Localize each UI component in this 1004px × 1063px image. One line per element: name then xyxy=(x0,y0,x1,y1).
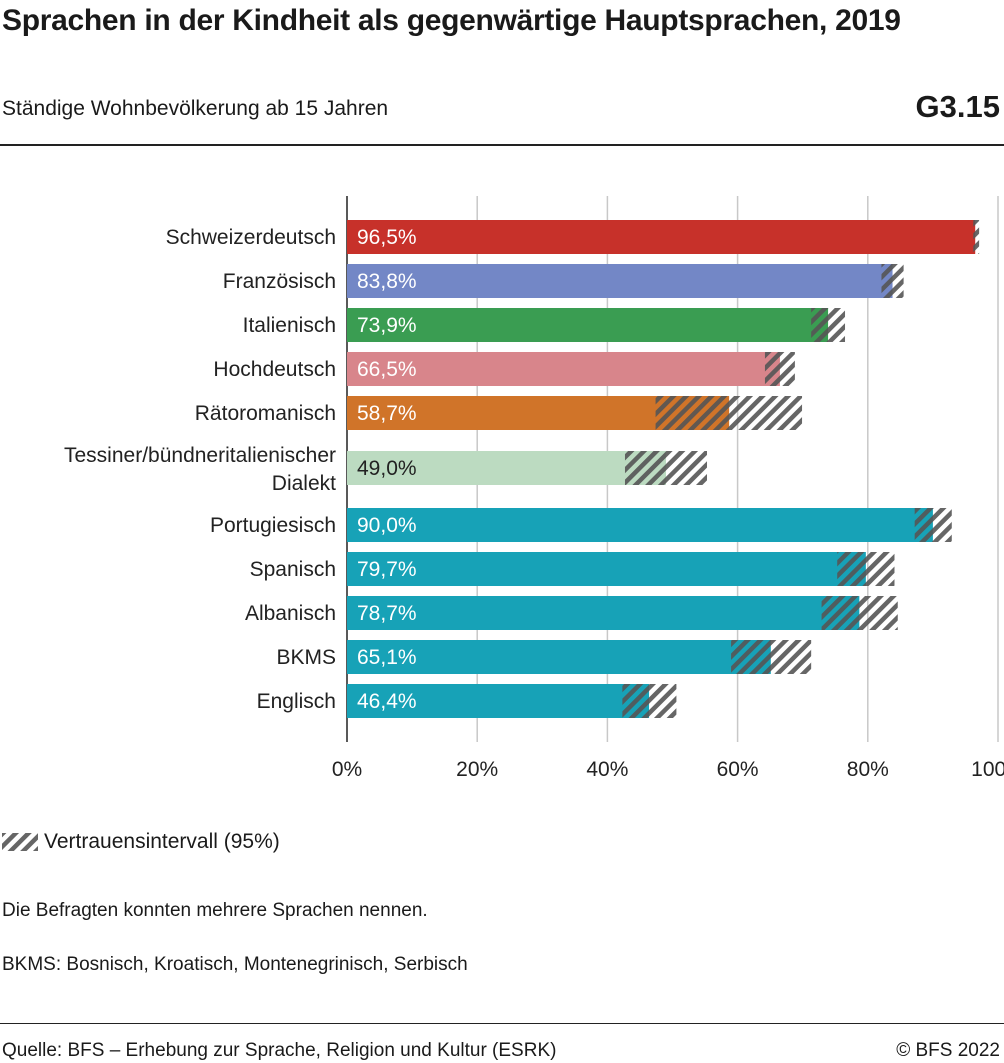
bar-value-label: 96,5% xyxy=(357,226,417,249)
bar-value-label: 90,0% xyxy=(357,514,417,537)
category-label: BKMS xyxy=(276,646,336,669)
bar xyxy=(347,508,933,542)
category-label: Schweizerdeutsch xyxy=(166,226,336,249)
bar-value-label: 83,8% xyxy=(357,270,417,293)
x-tick-label: 40% xyxy=(586,758,628,781)
bar-value-label: 65,1% xyxy=(357,646,417,669)
legend: Vertrauensintervall (95%) xyxy=(2,830,280,854)
note-bkms: BKMS: Bosnisch, Kroatisch, Montenegrinis… xyxy=(2,954,468,975)
confidence-interval xyxy=(914,508,952,542)
confidence-interval xyxy=(973,220,980,254)
category-label: Englisch xyxy=(257,690,336,713)
confidence-interval xyxy=(881,264,904,298)
x-tick-label: 20% xyxy=(456,758,498,781)
confidence-interval xyxy=(624,451,708,485)
x-tick-label: 60% xyxy=(717,758,759,781)
bar xyxy=(347,451,666,485)
bar-value-label: 73,9% xyxy=(357,314,417,337)
bar-value-label: 66,5% xyxy=(357,358,417,381)
chart-title: Sprachen in der Kindheit als gegenwärtig… xyxy=(2,4,901,37)
bar-value-label: 49,0% xyxy=(357,457,417,480)
category-label: Portugiesisch xyxy=(210,514,336,537)
category-label: Albanisch xyxy=(245,602,336,625)
chart-id: G3.15 xyxy=(915,89,1000,124)
confidence-interval xyxy=(821,596,898,630)
confidence-interval xyxy=(764,352,795,386)
bar xyxy=(347,264,893,298)
bar xyxy=(347,352,780,386)
bar xyxy=(347,552,866,586)
confidence-interval xyxy=(837,552,895,586)
category-label: Spanisch xyxy=(250,558,336,581)
category-label: Hochdeutsch xyxy=(213,358,336,381)
x-tick-label: 100% xyxy=(971,758,1004,781)
bar xyxy=(347,220,976,254)
category-label: Italienisch xyxy=(243,314,336,337)
category-label: Tessiner/bündneritalienischer Dialekt xyxy=(64,444,336,495)
note-multiple-languages: Die Befragten konnten mehrere Sprachen n… xyxy=(2,900,428,921)
bar-chart: 0% 20% 40% 60% 80% 100% 96,5% Schweizerdeutsch 8… xyxy=(64,196,1004,781)
confidence-interval xyxy=(655,396,803,430)
hatch-swatch-icon xyxy=(2,833,38,851)
bar-value-label: 79,7% xyxy=(357,558,417,581)
legend-label: Vertrauensintervall (95%) xyxy=(44,830,280,853)
bar xyxy=(347,308,829,342)
x-tick-label: 80% xyxy=(847,758,889,781)
bar-value-label: 78,7% xyxy=(357,602,417,625)
bar-value-label: 58,7% xyxy=(357,402,417,425)
copyright: © BFS 2022 xyxy=(896,1040,1000,1061)
confidence-interval xyxy=(622,684,677,718)
source-note: Quelle: BFS – Erhebung zur Sprache, Reli… xyxy=(2,1040,557,1061)
x-tick-label: 0% xyxy=(332,758,362,781)
confidence-interval xyxy=(731,640,812,674)
confidence-interval xyxy=(811,308,846,342)
category-label: Rätoromanisch xyxy=(195,402,336,425)
bar xyxy=(347,640,771,674)
chart-subtitle: Ständige Wohnbevölkerung ab 15 Jahren xyxy=(2,97,389,120)
bar-value-label: 46,4% xyxy=(357,690,417,713)
bar xyxy=(347,596,860,630)
bar xyxy=(347,684,650,718)
header-divider xyxy=(0,144,1004,146)
category-label: Französisch xyxy=(223,270,336,293)
footer-divider xyxy=(0,1023,1004,1024)
